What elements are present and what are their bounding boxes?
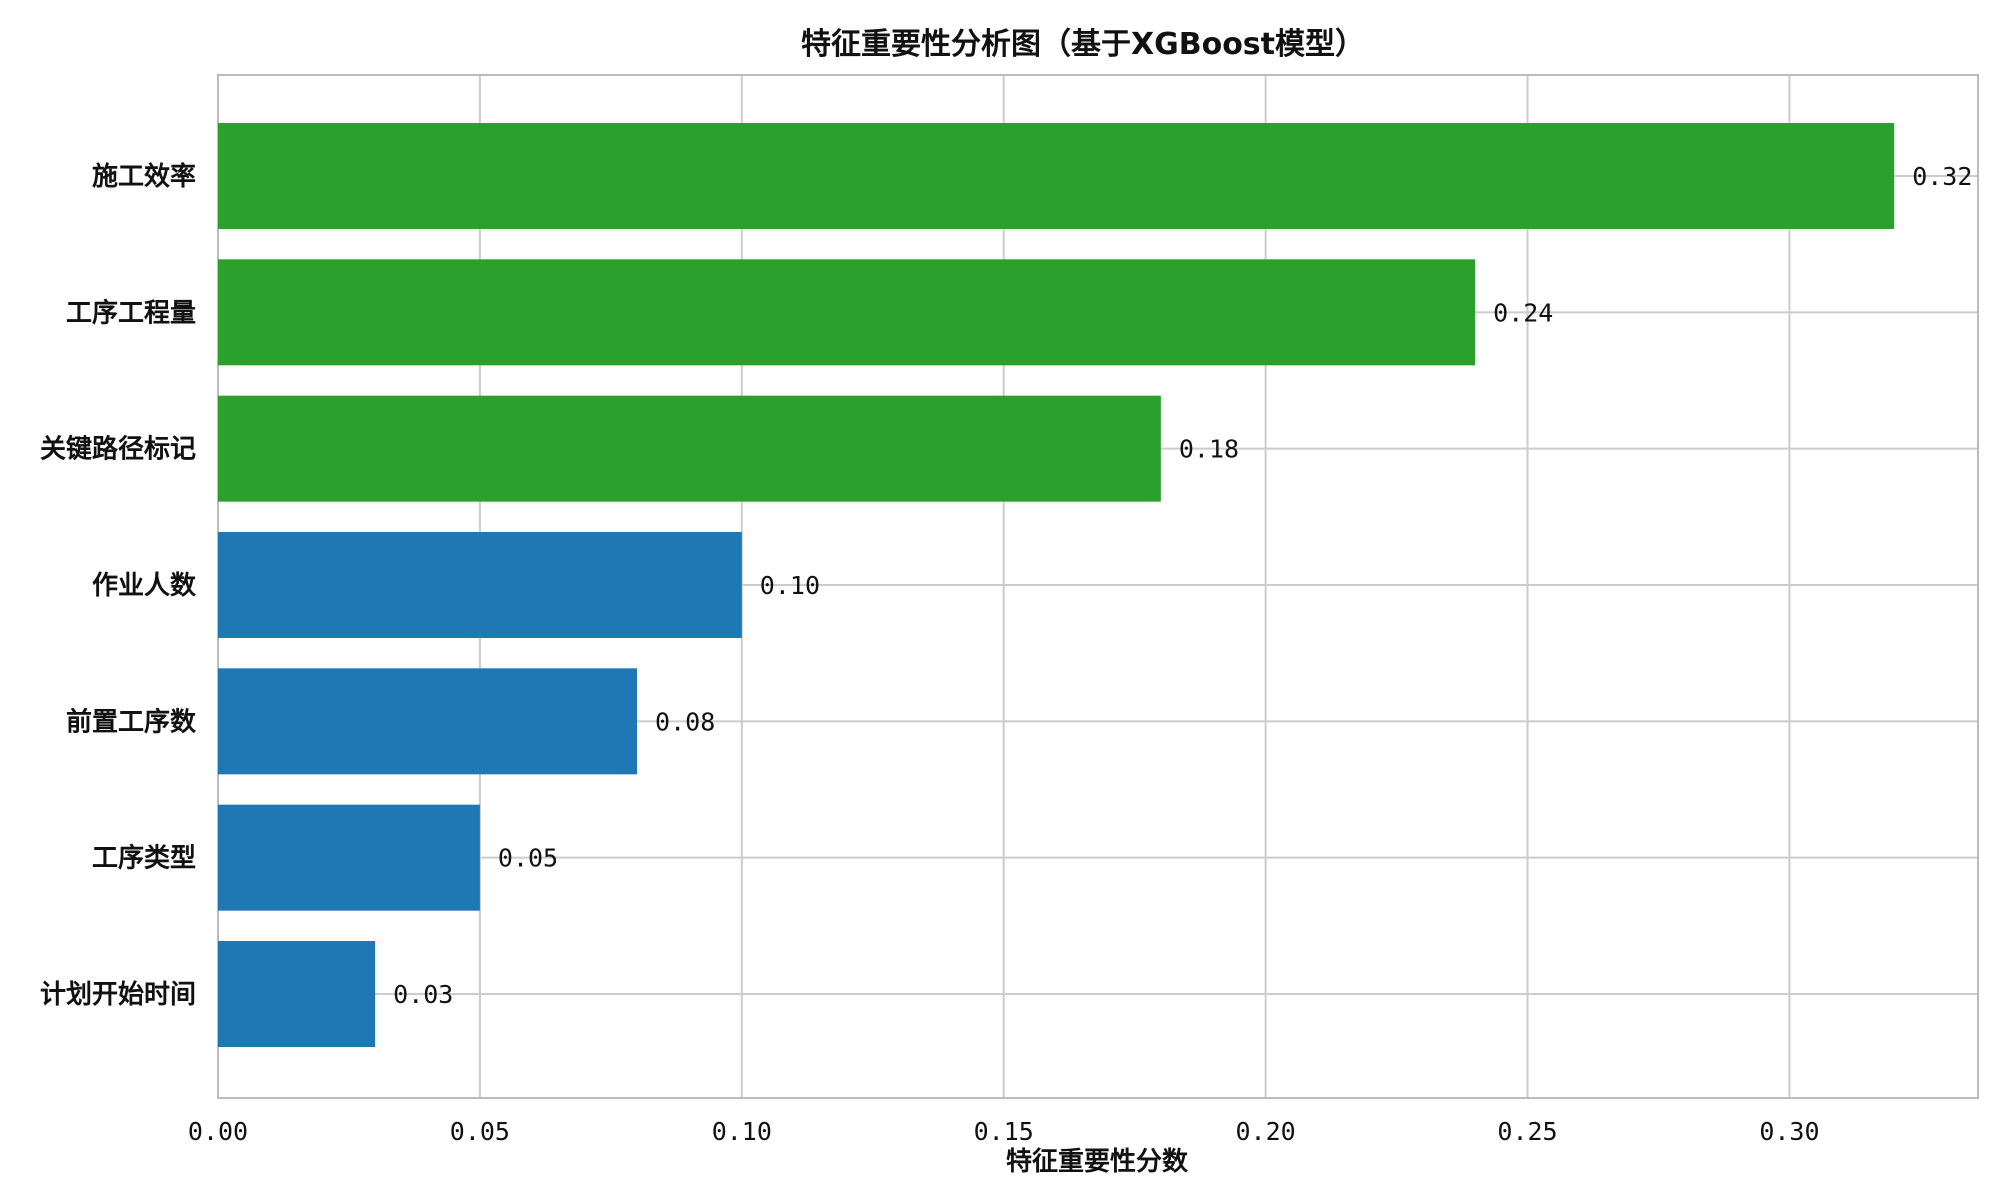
bar-value-label: 0.24 [1493,298,1553,327]
chart-title: 特征重要性分析图（基于XGBoost模型） [801,27,1365,62]
category-label: 计划开始时间 [40,980,196,1010]
bar [218,259,1476,366]
category-label: 工序类型 [92,843,196,874]
bar [218,804,480,911]
category-label: 关键路径标记 [40,434,196,465]
x-tick-label: 0.20 [1236,1117,1296,1146]
x-tick-label: 0.05 [450,1117,510,1146]
bar [218,123,1895,229]
bar [218,941,376,1047]
x-axis-label: 特征重要性分数 [1006,1146,1189,1177]
bar [218,395,1161,502]
bar [218,668,638,775]
x-tick-label: 0.10 [712,1117,772,1146]
bars [218,123,1895,1047]
x-tick-label: 0.00 [188,1117,248,1146]
bar-value-label: 0.08 [655,707,715,736]
bar-value-label: 0.18 [1179,435,1239,464]
category-label: 作业人数 [92,571,197,601]
bar-value-label: 0.10 [760,571,820,600]
x-tick-labels: 0.00 0.05 0.10 0.15 0.20 0.25 0.30 [188,1117,1820,1146]
x-tick-label: 0.30 [1759,1117,1819,1146]
bar-value-label: 0.05 [498,844,558,873]
category-label: 施工效率 [92,161,196,192]
bar-value-label: 0.03 [393,980,453,1009]
x-tick-label: 0.15 [974,1117,1034,1146]
x-tick-label: 0.25 [1497,1117,1557,1146]
bar [218,532,742,638]
bar-value-label: 0.32 [1912,162,1972,191]
category-label: 前置工序数 [66,706,197,737]
value-labels: 0.32 0.24 0.18 0.10 0.08 0.05 0.03 [393,162,1972,1009]
category-label: 工序工程量 [66,297,196,328]
